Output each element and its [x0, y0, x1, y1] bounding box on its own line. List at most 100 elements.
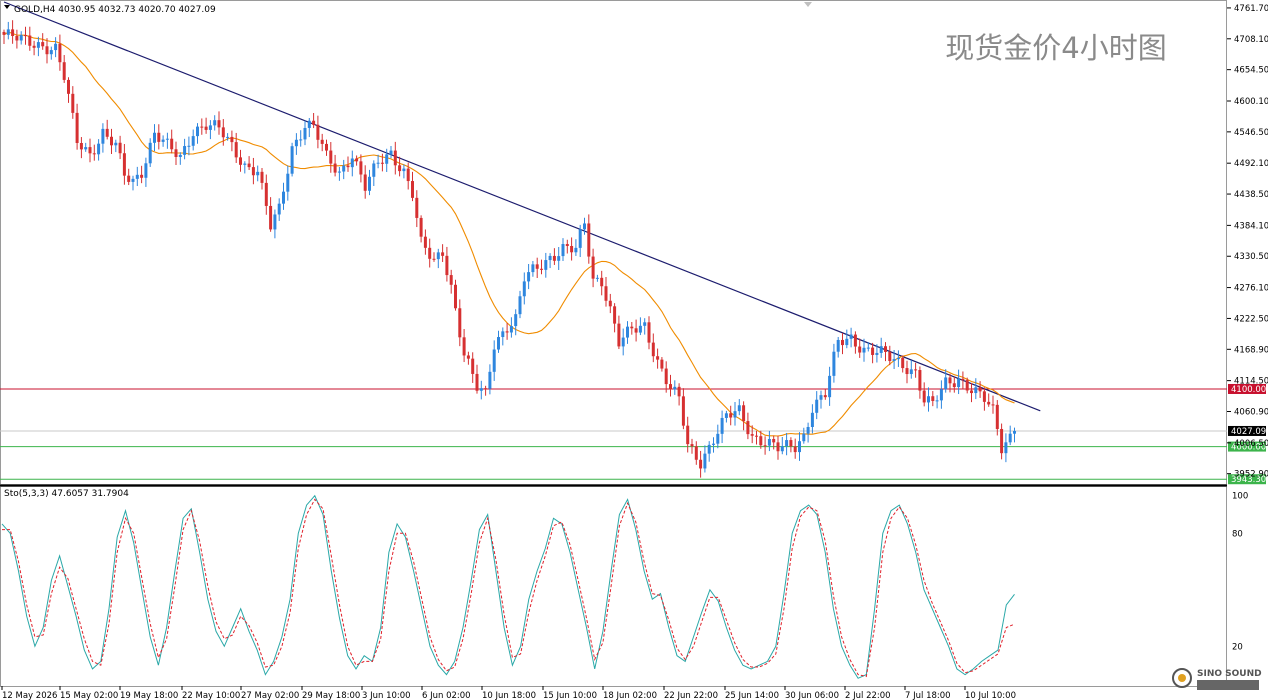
symbol-info: GOLD,H4 4030.95 4032.73 4020.70 4027.09 [14, 5, 216, 15]
candle-body [1000, 428, 1004, 454]
candle-body [449, 275, 453, 285]
level-label: 4000.00 [1231, 443, 1266, 453]
candle-body [144, 163, 148, 178]
x-tick-label: 19 May 18:00 [120, 691, 178, 700]
candle-body [393, 150, 397, 166]
candle-body [221, 127, 225, 138]
candle-body [428, 247, 432, 259]
candle-body [514, 314, 518, 327]
candle-body [509, 326, 513, 333]
candle-body [105, 128, 109, 137]
y-tick-label: 4708.10 [1234, 35, 1268, 45]
level-label: 4100.00 [1231, 385, 1266, 395]
x-tick-label: 15 Jun 10:00 [543, 691, 597, 700]
candle-body [15, 36, 19, 41]
candle-body [488, 371, 492, 389]
x-tick-label: 18 Jun 02:00 [603, 691, 657, 700]
candle-body [802, 433, 806, 442]
candle-body [84, 147, 88, 150]
candle-body [535, 264, 539, 269]
candle-body [505, 331, 509, 333]
candle-body [204, 126, 208, 130]
candle-body [118, 142, 122, 154]
candle-body [165, 138, 169, 140]
candle-body [892, 359, 896, 362]
horizontal-levels: 4100.00 4000.00 3943.30 4027.09 [0, 383, 1266, 485]
candle-body [234, 142, 238, 158]
chart-title: 现货金价4小时图 [945, 31, 1166, 65]
candle-body [54, 43, 58, 51]
candle-body [217, 120, 221, 128]
y-tick-label: 4222.50 [1234, 314, 1268, 324]
candle-body [264, 182, 268, 206]
candle-body [208, 125, 212, 130]
candle-body [578, 229, 582, 248]
candle-body [71, 93, 75, 113]
candle-body [810, 412, 814, 427]
stoch-main-line [1, 494, 1015, 679]
candle-body [845, 338, 849, 346]
x-tick-label: 29 May 18:00 [302, 691, 360, 700]
candle-body [527, 272, 531, 282]
candle-body [866, 347, 870, 349]
candle-body [660, 359, 664, 369]
level-tag [1228, 474, 1266, 485]
candle-body [419, 217, 423, 237]
candle-body [389, 150, 393, 155]
candle-body [806, 426, 810, 434]
candle-body [6, 29, 10, 35]
indicator-info: Sto(5,3,3) 47.6057 31.7904 [4, 489, 129, 499]
candle-body [587, 223, 591, 257]
candle-body [561, 244, 565, 257]
candle-body [415, 197, 419, 218]
candle-body [978, 387, 982, 392]
candle-body [2, 31, 6, 35]
candle-body [183, 146, 187, 155]
y-tick-label: 4761.70 [1234, 4, 1268, 14]
candle-body [239, 157, 242, 165]
candle-body [88, 147, 92, 154]
candle-body [226, 136, 230, 138]
candle-body [939, 389, 943, 401]
candle-body [823, 395, 827, 398]
stoch-signal-line [2, 498, 1015, 678]
candle-body [131, 178, 135, 182]
candle-body [101, 128, 105, 144]
time-axis: 12 May 2026 15 May 02:00 19 May 18:00 22 Ma… [1, 686, 1016, 700]
candle-body [647, 322, 651, 343]
candle-body [884, 346, 887, 352]
candle-body [991, 404, 995, 406]
candle-body [320, 139, 324, 144]
y-tick-label: 4276.10 [1234, 284, 1268, 294]
candle-body [436, 252, 440, 260]
sto-tick-label: 80 [1232, 529, 1243, 539]
candle-body [501, 331, 505, 338]
candle-body [127, 175, 131, 182]
candle-body [703, 453, 707, 469]
dropdown-arrow-icon[interactable] [4, 5, 10, 9]
candle-body [92, 153, 96, 155]
candle-body [583, 223, 586, 230]
candle-body [329, 150, 333, 164]
moving-average [3, 31, 1015, 437]
current-price-label: 4027.09 [1231, 427, 1266, 437]
candle-body [531, 264, 535, 273]
candle-body [290, 146, 294, 174]
candle-body [316, 124, 320, 140]
candle-body [200, 126, 204, 128]
candle-body [213, 120, 217, 126]
candle-body [952, 383, 956, 388]
collapse-icon[interactable] [804, 2, 812, 7]
candle-body [914, 369, 918, 371]
candle-body [286, 173, 290, 192]
candle-body [110, 136, 113, 146]
candle-body [746, 421, 750, 435]
candle-body [634, 328, 638, 333]
candle-body [333, 163, 337, 173]
candle-body [355, 158, 359, 162]
candle-body [858, 346, 862, 353]
candle-body [621, 337, 625, 347]
candle-body [927, 396, 930, 403]
level-label: 3943.30 [1231, 475, 1266, 485]
candle-body [862, 347, 866, 353]
